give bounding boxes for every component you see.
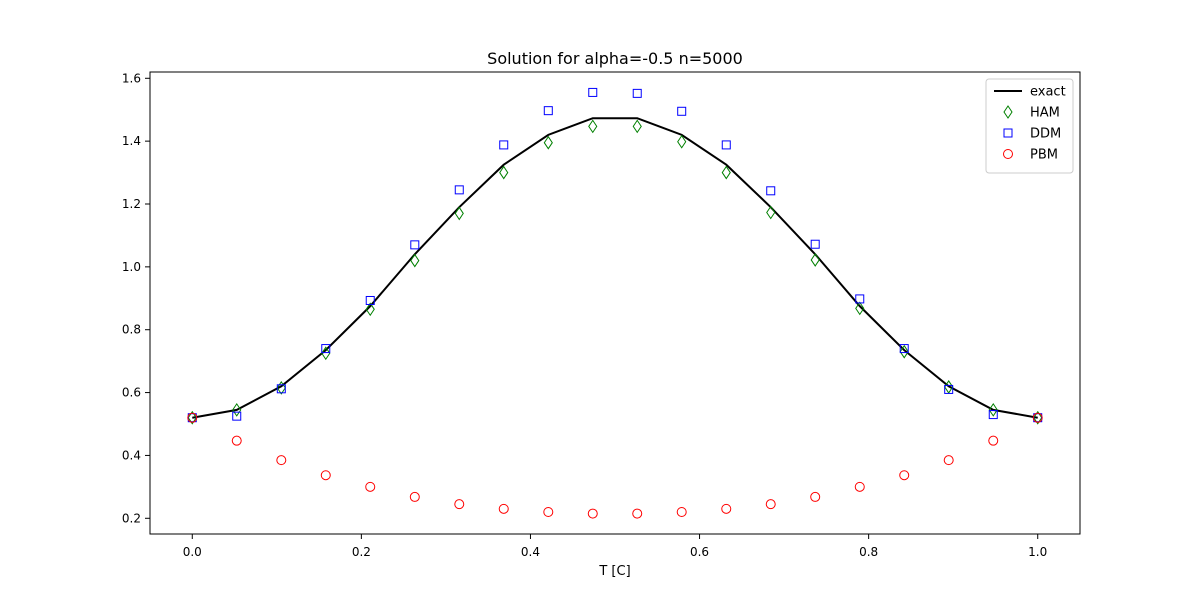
point-pbm xyxy=(810,491,821,502)
x-tick-label: 0.0 xyxy=(183,545,202,559)
point-ham xyxy=(988,402,998,417)
point-pbm xyxy=(587,508,598,519)
point-ham xyxy=(855,301,865,316)
y-tick-label: 0.2 xyxy=(122,511,141,525)
point-ddm xyxy=(232,411,242,421)
legend-marker-ddm xyxy=(1003,128,1013,138)
point-pbm xyxy=(632,508,643,519)
point-ham xyxy=(410,253,420,268)
point-ddm xyxy=(543,106,553,116)
point-pbm xyxy=(1032,412,1043,423)
point-pbm xyxy=(454,499,465,510)
point-pbm xyxy=(543,507,554,517)
legend-label-pbm: PBM xyxy=(1030,148,1058,163)
point-ham xyxy=(543,135,553,150)
point-ddm xyxy=(410,240,420,250)
point-pbm xyxy=(899,470,910,481)
point-pbm xyxy=(409,491,420,502)
point-pbm xyxy=(276,455,287,466)
legend-label-exact: exact xyxy=(1030,85,1066,100)
y-tick-label: 1.0 xyxy=(122,260,141,274)
plot-frame xyxy=(149,71,1081,535)
y-tick-label: 1.4 xyxy=(122,134,141,148)
point-ddm xyxy=(677,106,687,116)
point-ddm xyxy=(588,87,598,97)
legend-label-ddm: DDM xyxy=(1030,127,1061,142)
point-pbm xyxy=(721,503,732,514)
legend-marker-ham xyxy=(1003,105,1013,119)
series-line-exact xyxy=(192,117,1038,419)
legend: exact HAM DDM PBM xyxy=(985,78,1074,174)
x-axis-label: T [C] xyxy=(598,564,630,579)
point-ham xyxy=(766,205,776,220)
point-ham xyxy=(810,253,820,267)
point-ham xyxy=(677,134,687,149)
x-tick-label: 0.8 xyxy=(859,545,878,559)
plot-marks xyxy=(187,87,1043,519)
point-pbm xyxy=(943,455,954,466)
point-ddm xyxy=(721,140,731,150)
point-pbm xyxy=(365,481,376,492)
point-ham xyxy=(365,302,375,317)
point-ham xyxy=(321,346,331,361)
point-ham xyxy=(899,344,909,359)
y-axis: 0.2 0.4 0.6 0.8 1.0 1.2 1.4 1.6 xyxy=(122,71,150,525)
point-pbm xyxy=(187,412,198,423)
x-tick-label: 0.6 xyxy=(690,545,709,559)
point-ddm xyxy=(766,186,776,196)
point-ham xyxy=(276,380,286,395)
x-tick-label: 0.2 xyxy=(352,545,371,559)
point-ddm xyxy=(454,185,464,195)
point-ham xyxy=(187,410,197,425)
y-tick-label: 0.6 xyxy=(122,386,141,400)
point-ddm xyxy=(899,344,909,354)
legend-label-ham: HAM xyxy=(1030,106,1060,121)
point-ddm xyxy=(499,140,509,150)
point-pbm xyxy=(988,435,999,446)
point-ham xyxy=(588,119,598,134)
point-pbm xyxy=(854,481,865,492)
legend-marker-pbm xyxy=(1003,149,1013,159)
point-pbm xyxy=(231,435,242,446)
point-pbm xyxy=(676,507,687,517)
point-pbm xyxy=(765,499,776,510)
point-ddm xyxy=(944,384,954,394)
point-ham xyxy=(1033,410,1043,425)
point-ham xyxy=(721,165,731,180)
point-ham xyxy=(632,119,642,134)
point-pbm xyxy=(320,470,331,481)
y-tick-label: 0.4 xyxy=(122,448,141,462)
y-tick-label: 0.8 xyxy=(122,323,141,337)
y-tick-label: 1.2 xyxy=(122,197,141,211)
point-ddm xyxy=(988,410,998,420)
point-pbm xyxy=(498,503,509,514)
chart-title: Solution for alpha=-0.5 n=5000 xyxy=(487,49,743,68)
x-tick-label: 1.0 xyxy=(1028,545,1047,559)
point-ham xyxy=(499,165,509,180)
y-tick-label: 1.6 xyxy=(122,71,141,85)
x-tick-label: 0.4 xyxy=(521,545,540,559)
point-ham xyxy=(454,206,464,221)
point-ddm xyxy=(365,295,375,305)
point-ddm xyxy=(632,88,642,98)
point-ddm xyxy=(810,239,820,249)
x-axis: 0.0 0.2 0.4 0.6 0.8 1.0 xyxy=(183,534,1047,559)
point-ddm xyxy=(855,294,865,304)
point-ddm xyxy=(276,384,286,394)
point-ham xyxy=(944,380,954,394)
point-ddm xyxy=(321,344,331,354)
point-ham xyxy=(232,402,242,417)
